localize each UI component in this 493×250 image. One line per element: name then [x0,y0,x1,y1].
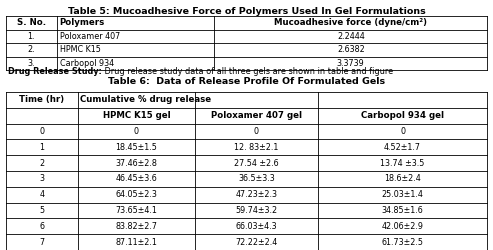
Text: Mucoadhesive force (dyne/cm²): Mucoadhesive force (dyne/cm²) [274,18,427,27]
Text: 59.74±3.2: 59.74±3.2 [235,206,278,215]
Text: 18.6±2.4: 18.6±2.4 [384,174,421,184]
Text: 0: 0 [39,127,44,136]
Text: 2.: 2. [28,45,35,54]
Text: 36.5±3.3: 36.5±3.3 [238,174,275,184]
Text: 6: 6 [39,222,44,231]
Text: 83.82±2.7: 83.82±2.7 [115,222,157,231]
Text: Poloxamer 407: Poloxamer 407 [60,32,120,41]
Text: 66.03±4.3: 66.03±4.3 [236,222,277,231]
Text: 72.22±2.4: 72.22±2.4 [235,238,278,246]
Text: 3: 3 [39,174,44,184]
Text: 34.85±1.6: 34.85±1.6 [382,206,423,215]
Text: 73.65±4.1: 73.65±4.1 [115,206,157,215]
Text: Carbopol 934: Carbopol 934 [60,59,114,68]
Text: Table 6:  Data of Release Profile Of Formulated Gels: Table 6: Data of Release Profile Of Form… [108,78,385,86]
Text: 2.6382: 2.6382 [337,45,365,54]
Text: 12. 83±2.1: 12. 83±2.1 [234,143,279,152]
Text: Carbopol 934 gel: Carbopol 934 gel [361,111,444,120]
Text: 0: 0 [400,127,405,136]
Text: 1.: 1. [28,32,35,41]
Text: 0: 0 [134,127,139,136]
Text: Cumulative % drug release: Cumulative % drug release [80,96,211,104]
Text: 61.73±2.5: 61.73±2.5 [382,238,423,246]
Text: 1: 1 [39,143,44,152]
Text: 3.: 3. [28,59,35,68]
Text: 2: 2 [39,158,44,168]
Text: 0: 0 [254,127,259,136]
Text: 47.23±2.3: 47.23±2.3 [235,190,278,199]
Text: Time (hr): Time (hr) [19,96,65,104]
Text: 2.2444: 2.2444 [337,32,365,41]
Text: S. No.: S. No. [17,18,46,27]
Text: Drug release study data of all three gels are shown in table and figure: Drug release study data of all three gel… [102,68,393,76]
Text: Drug Release Study:: Drug Release Study: [8,68,102,76]
Text: 87.11±2.1: 87.11±2.1 [115,238,157,246]
Text: 64.05±2.3: 64.05±2.3 [115,190,157,199]
Text: 37.46±2.8: 37.46±2.8 [115,158,157,168]
Text: 46.45±3.6: 46.45±3.6 [115,174,157,184]
Text: 4: 4 [39,190,44,199]
Text: 5: 5 [39,206,44,215]
Text: HPMC K15 gel: HPMC K15 gel [103,111,170,120]
Text: 25.03±1.4: 25.03±1.4 [382,190,423,199]
Text: 13.74 ±3.5: 13.74 ±3.5 [380,158,425,168]
Text: 3.3739: 3.3739 [337,59,365,68]
Text: Polymers: Polymers [60,18,105,27]
Text: HPMC K15: HPMC K15 [60,45,101,54]
Text: 4.52±1.7: 4.52±1.7 [384,143,421,152]
Text: 42.06±2.9: 42.06±2.9 [382,222,423,231]
Text: Poloxamer 407 gel: Poloxamer 407 gel [211,111,302,120]
Text: 18.45±1.5: 18.45±1.5 [115,143,157,152]
Text: 7: 7 [39,238,44,246]
Text: 27.54 ±2.6: 27.54 ±2.6 [234,158,279,168]
Text: Table 5: Mucoadhesive Force of Polymers Used In Gel Formulations: Table 5: Mucoadhesive Force of Polymers … [68,7,425,16]
